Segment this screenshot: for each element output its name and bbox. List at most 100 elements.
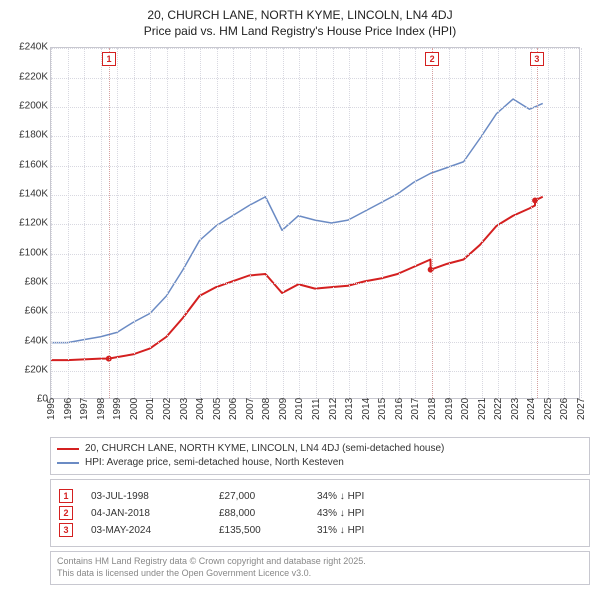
gridline-h	[51, 342, 579, 343]
xtick-label: 2020	[460, 398, 471, 420]
xtick-label: 2024	[526, 398, 537, 420]
chart-area: 123 £0£20K£40K£60K£80K£100K£120K£140K£16…	[10, 43, 590, 433]
xtick-label: 2012	[328, 398, 339, 420]
sales-row: 2 04-JAN-2018 £88,000 43% ↓ HPI	[59, 506, 581, 520]
sale-price-3: £135,500	[219, 525, 299, 536]
sales-row: 3 03-MAY-2024 £135,500 31% ↓ HPI	[59, 523, 581, 537]
gridline-v	[134, 48, 135, 398]
gridline-h	[51, 48, 579, 49]
gridline-v	[101, 48, 102, 398]
legend-box: 20, CHURCH LANE, NORTH KYME, LINCOLN, LN…	[50, 437, 590, 475]
ytick-label: £160K	[10, 159, 48, 170]
marker-box: 1	[102, 52, 116, 66]
gridline-v	[333, 48, 334, 398]
legend-row: HPI: Average price, semi-detached house,…	[57, 456, 583, 470]
ytick-label: £60K	[10, 306, 48, 317]
sale-pct-3: 31% ↓ HPI	[317, 525, 407, 536]
gridline-v	[531, 48, 532, 398]
gridline-h	[51, 312, 579, 313]
xtick-label: 1996	[63, 398, 74, 420]
marker-line	[432, 48, 433, 398]
plot-region: 1 2 3	[50, 47, 580, 399]
gridline-v	[548, 48, 549, 398]
ytick-label: £140K	[10, 188, 48, 199]
gridline-v	[498, 48, 499, 398]
xtick-label: 2006	[228, 398, 239, 420]
chart-svg	[51, 48, 579, 398]
title-block: 20, CHURCH LANE, NORTH KYME, LINCOLN, LN…	[10, 8, 590, 39]
gridline-v	[184, 48, 185, 398]
legend-label-1: 20, CHURCH LANE, NORTH KYME, LINCOLN, LN…	[85, 442, 444, 456]
marker-box: 3	[530, 52, 544, 66]
gridline-v	[117, 48, 118, 398]
xtick-label: 2007	[245, 398, 256, 420]
xtick-label: 2008	[261, 398, 272, 420]
xtick-label: 2014	[361, 398, 372, 420]
gridline-h	[51, 166, 579, 167]
gridline-h	[51, 254, 579, 255]
gridline-h	[51, 224, 579, 225]
gridline-v	[465, 48, 466, 398]
xtick-label: 2009	[278, 398, 289, 420]
gridline-v	[266, 48, 267, 398]
sale-pct-2: 43% ↓ HPI	[317, 508, 407, 519]
sale-pct-1: 34% ↓ HPI	[317, 491, 407, 502]
xtick-label: 2019	[444, 398, 455, 420]
sales-box: 1 03-JUL-1998 £27,000 34% ↓ HPI 2 04-JAN…	[50, 479, 590, 547]
ytick-label: £220K	[10, 71, 48, 82]
gridline-v	[515, 48, 516, 398]
xtick-label: 2021	[477, 398, 488, 420]
footer-box: Contains HM Land Registry data © Crown c…	[50, 551, 590, 584]
gridline-v	[482, 48, 483, 398]
marker-line	[109, 48, 110, 398]
legend-swatch-1	[57, 448, 79, 450]
ytick-label: £20K	[10, 364, 48, 375]
ytick-label: £40K	[10, 335, 48, 346]
xtick-label: 2003	[179, 398, 190, 420]
marker-line	[537, 48, 538, 398]
gridline-v	[316, 48, 317, 398]
marker-box: 2	[425, 52, 439, 66]
xtick-label: 2005	[212, 398, 223, 420]
gridline-v	[366, 48, 367, 398]
sale-marker-2: 2	[59, 506, 73, 520]
sale-date-2: 04-JAN-2018	[91, 508, 201, 519]
gridline-v	[150, 48, 151, 398]
sale-price-2: £88,000	[219, 508, 299, 519]
xtick-label: 1999	[112, 398, 123, 420]
legend-row: 20, CHURCH LANE, NORTH KYME, LINCOLN, LN…	[57, 442, 583, 456]
ytick-label: £240K	[10, 42, 48, 53]
ytick-label: £80K	[10, 276, 48, 287]
gridline-v	[581, 48, 582, 398]
ytick-label: £120K	[10, 218, 48, 229]
xtick-label: 2001	[145, 398, 156, 420]
gridline-v	[564, 48, 565, 398]
xtick-label: 2010	[294, 398, 305, 420]
gridline-v	[399, 48, 400, 398]
gridline-v	[415, 48, 416, 398]
sale-date-1: 03-JUL-1998	[91, 491, 201, 502]
xtick-label: 2002	[162, 398, 173, 420]
gridline-h	[51, 283, 579, 284]
gridline-h	[51, 371, 579, 372]
xtick-label: 2016	[394, 398, 405, 420]
xtick-label: 2022	[493, 398, 504, 420]
xtick-label: 1995	[46, 398, 57, 420]
xtick-label: 2027	[576, 398, 587, 420]
xtick-label: 2025	[543, 398, 554, 420]
gridline-h	[51, 107, 579, 108]
title-line2: Price paid vs. HM Land Registry's House …	[10, 24, 590, 40]
legend-label-2: HPI: Average price, semi-detached house,…	[85, 456, 344, 470]
title-line1: 20, CHURCH LANE, NORTH KYME, LINCOLN, LN…	[10, 8, 590, 24]
xtick-label: 2011	[311, 399, 322, 421]
ytick-label: £0	[10, 394, 48, 405]
gridline-v	[299, 48, 300, 398]
xtick-label: 2023	[510, 398, 521, 420]
footer-line1: Contains HM Land Registry data © Crown c…	[57, 556, 583, 568]
gridline-v	[233, 48, 234, 398]
footer-line2: This data is licensed under the Open Gov…	[57, 568, 583, 580]
xtick-label: 2015	[377, 398, 388, 420]
sale-price-1: £27,000	[219, 491, 299, 502]
chart-container: 20, CHURCH LANE, NORTH KYME, LINCOLN, LN…	[0, 0, 600, 590]
gridline-v	[382, 48, 383, 398]
